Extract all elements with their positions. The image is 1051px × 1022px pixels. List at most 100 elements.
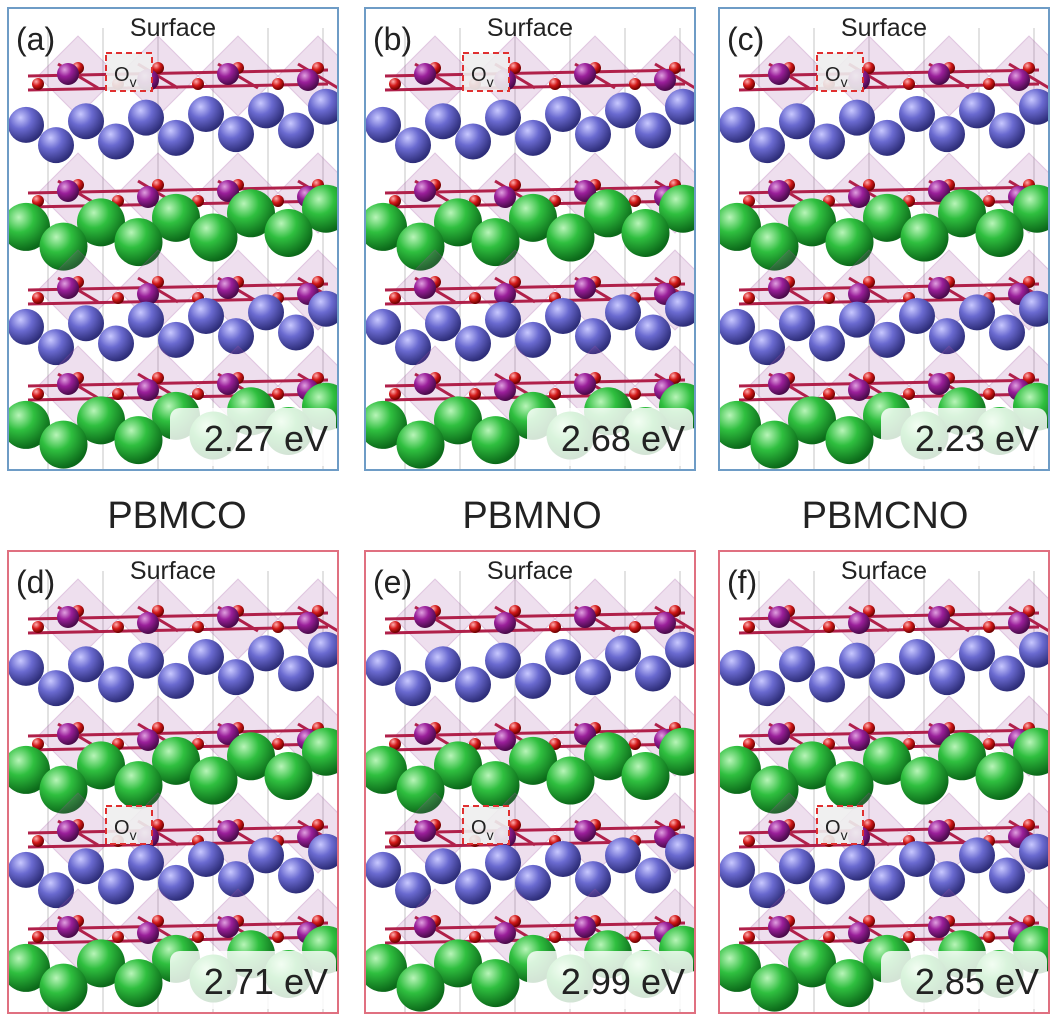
a-site-atom xyxy=(575,659,611,695)
a-site-atom xyxy=(826,416,874,464)
oxygen-atom xyxy=(192,931,204,943)
b-site-atom xyxy=(414,916,436,938)
a-site-atom xyxy=(265,752,313,800)
b-site-atom xyxy=(928,916,950,938)
a-site-atom xyxy=(188,639,224,675)
b-site-atom xyxy=(414,723,436,745)
surface-label: Surface xyxy=(130,557,216,585)
oxygen-atom xyxy=(32,835,44,847)
a-site-atom xyxy=(365,309,401,345)
a-site-atom xyxy=(809,666,845,702)
b-site-atom xyxy=(494,922,516,944)
a-site-atom xyxy=(751,964,799,1012)
a-site-atom xyxy=(265,209,313,257)
structure-panel: (c)SurfaceOv2.23 eV xyxy=(713,8,1051,470)
a-site-atom xyxy=(719,309,755,345)
a-site-atom xyxy=(278,858,314,894)
oxygen-atom xyxy=(469,621,481,633)
b-site-atom xyxy=(57,723,79,745)
a-site-atom xyxy=(899,639,935,675)
a-site-atom xyxy=(751,421,799,469)
a-site-atom xyxy=(218,659,254,695)
a-site-atom xyxy=(98,666,134,702)
b-site-atom xyxy=(494,612,516,634)
a-site-atom xyxy=(826,959,874,1007)
a-site-atom xyxy=(605,294,641,330)
a-site-atom xyxy=(38,670,74,706)
b-site-atom xyxy=(768,916,790,938)
vacancy-subscript: v xyxy=(841,74,848,90)
a-site-atom xyxy=(38,127,74,163)
column-label: PBMCNO xyxy=(802,495,969,537)
oxygen-atom xyxy=(549,78,561,90)
oxygen-atom xyxy=(549,931,561,943)
b-site-atom xyxy=(297,612,319,634)
a-site-atom xyxy=(425,305,461,341)
oxygen-atom xyxy=(32,621,44,633)
b-site-atom xyxy=(768,63,790,85)
b-site-atom xyxy=(768,606,790,628)
b-site-atom xyxy=(654,69,676,91)
b-site-atom xyxy=(654,612,676,634)
vacancy-subscript: v xyxy=(487,74,494,90)
oxygen-atom xyxy=(743,931,755,943)
b-site-atom xyxy=(928,277,950,299)
oxygen-atom xyxy=(903,78,915,90)
a-site-atom xyxy=(635,656,671,692)
b-site-atom xyxy=(848,729,870,751)
b-site-atom xyxy=(57,63,79,85)
a-site-atom xyxy=(115,959,163,1007)
b-site-atom xyxy=(494,729,516,751)
a-site-atom xyxy=(278,315,314,351)
energy-label: 2.71 eV xyxy=(204,961,328,1002)
b-site-atom xyxy=(217,277,239,299)
a-site-atom xyxy=(425,103,461,139)
a-site-atom xyxy=(218,116,254,152)
a-site-atom xyxy=(248,92,284,128)
a-site-atom xyxy=(779,646,815,682)
b-site-atom xyxy=(57,820,79,842)
a-site-atom xyxy=(190,757,238,805)
b-site-atom xyxy=(494,379,516,401)
a-site-atom xyxy=(809,123,845,159)
a-site-atom xyxy=(779,103,815,139)
oxygen-atom xyxy=(112,388,124,400)
b-site-atom xyxy=(494,186,516,208)
b-site-atom xyxy=(57,606,79,628)
a-site-atom xyxy=(485,100,521,136)
b-site-atom xyxy=(414,606,436,628)
a-site-atom xyxy=(575,116,611,152)
b-site-atom xyxy=(768,277,790,299)
a-site-atom xyxy=(959,837,995,873)
a-site-atom xyxy=(959,294,995,330)
oxygen-atom xyxy=(549,388,561,400)
a-site-atom xyxy=(809,325,845,361)
column-label: PBMCO xyxy=(107,495,246,537)
a-site-atom xyxy=(605,837,641,873)
a-site-atom xyxy=(455,123,491,159)
a-site-atom xyxy=(188,298,224,334)
a-site-atom xyxy=(395,670,431,706)
vacancy-subscript: v xyxy=(841,827,848,843)
a-site-atom xyxy=(365,650,401,686)
oxygen-atom xyxy=(469,292,481,304)
oxygen-atom xyxy=(983,388,995,400)
oxygen-atom xyxy=(983,195,995,207)
a-site-atom xyxy=(68,305,104,341)
crystal xyxy=(359,28,715,470)
a-site-atom xyxy=(899,96,935,132)
b-site-atom xyxy=(57,180,79,202)
b-site-atom xyxy=(57,277,79,299)
b-site-atom xyxy=(928,606,950,628)
a-site-atom xyxy=(869,663,905,699)
a-site-atom xyxy=(779,305,815,341)
b-site-atom xyxy=(574,820,596,842)
a-site-atom xyxy=(719,650,755,686)
vacancy-base: O xyxy=(471,64,487,86)
a-site-atom xyxy=(547,214,595,262)
b-site-atom xyxy=(414,180,436,202)
b-site-atom xyxy=(297,69,319,91)
vacancy-subscript: v xyxy=(130,827,137,843)
a-site-atom xyxy=(8,107,44,143)
b-site-atom xyxy=(574,916,596,938)
